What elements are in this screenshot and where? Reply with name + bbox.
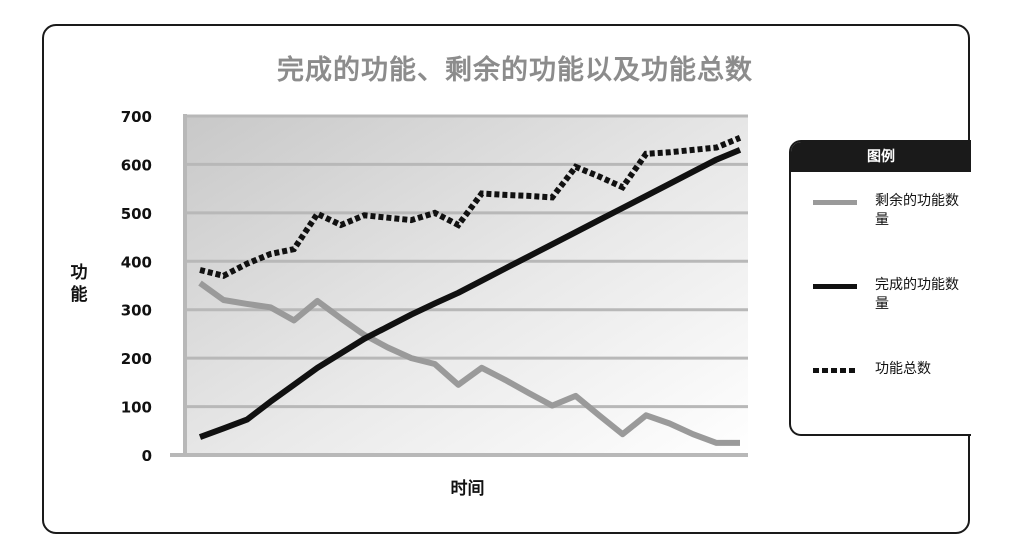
y-tick-label: 300 [121,302,152,320]
y-axis-label-text: 功能 [64,262,94,306]
legend-swatch-total [813,368,857,373]
legend-title: 图例 [791,142,971,172]
series-line-total [199,135,742,279]
y-axis-label-char: 功 [70,263,88,283]
legend-item-remaining: 剩余的功能数量 [791,192,971,252]
chart-title: 完成的功能、剩余的功能以及功能总数 [277,55,753,86]
legend-item-total: 功能总数 [791,360,971,420]
legend-label-remaining: 剩余的功能数量 [875,193,959,228]
y-tick-label: 400 [121,253,152,271]
y-axis-label-char: 能 [70,285,88,305]
y-axis-label: 功能 [64,262,94,306]
y-tick-label: 500 [121,205,152,223]
y-tick-label: 0 [142,447,152,465]
legend-swatch-remaining [813,200,857,205]
legend-label-completed: 完成的功能数量 [875,277,959,312]
x-axis-label: 时间 [450,479,485,499]
series-line-completed [198,147,742,440]
legend-item-completed: 完成的功能数量 [791,276,971,336]
legend-label-total: 功能总数 [875,361,931,377]
y-tick-label: 200 [121,350,152,368]
series-line-remaining [198,280,740,446]
y-tick-label: 700 [121,108,152,126]
legend-swatch-completed [813,284,857,289]
legend: 图例 剩余的功能数量 完成的功能数量 功能总数 [789,140,971,436]
y-tick-label: 100 [121,399,152,417]
y-tick-label: 600 [121,156,152,174]
